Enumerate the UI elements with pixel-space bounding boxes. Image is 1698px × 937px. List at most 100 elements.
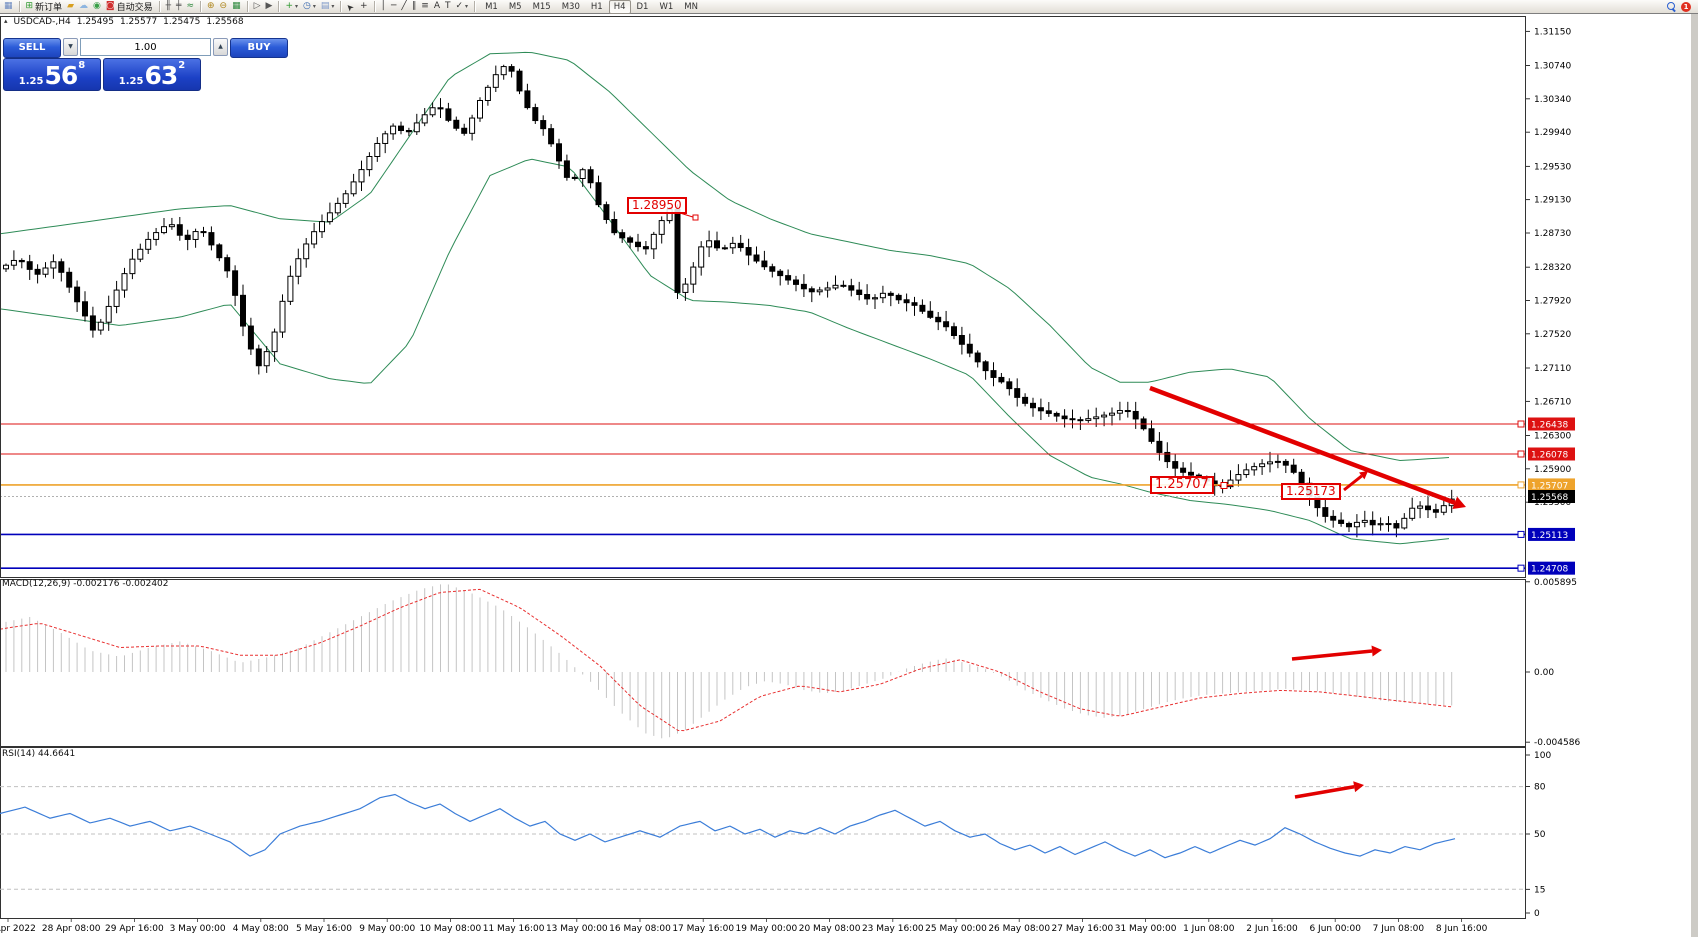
shapes-icon[interactable]: ✓ ▾ — [455, 1, 470, 13]
crosshair-icon: + — [359, 1, 368, 11]
timeframe-w1[interactable]: W1 — [659, 1, 674, 12]
zoom-out-icon[interactable]: ⊖ — [219, 1, 229, 13]
vertical-line-icon: │ — [380, 1, 386, 11]
svg-text:1 Jun 08:00: 1 Jun 08:00 — [1183, 924, 1235, 934]
cursor-icon[interactable]: ➤ — [344, 0, 358, 14]
line-chart-icon[interactable]: ≈ — [185, 1, 195, 13]
signal-icon[interactable]: ◉ — [92, 1, 102, 13]
text-icon[interactable]: A — [433, 1, 441, 13]
svg-text:20 May 08:00: 20 May 08:00 — [799, 924, 861, 934]
tile-windows-icon[interactable]: ▦ — [231, 1, 242, 13]
window-edge — [1691, 0, 1698, 937]
annotation-low-label[interactable]: 1.25173 — [1281, 483, 1341, 500]
chevron-down-icon: ▾ — [312, 3, 316, 10]
volume-input[interactable] — [80, 38, 211, 56]
sell-price-big: 56 — [44, 61, 78, 90]
horizontal-line-icon[interactable]: ─ — [390, 1, 397, 13]
svg-text:6 Jun 00:00: 6 Jun 00:00 — [1309, 924, 1361, 934]
svg-text:0.00: 0.00 — [1534, 668, 1554, 678]
add-indicator-icon[interactable]: + ▾ — [284, 1, 299, 13]
svg-text:2 Jun 16:00: 2 Jun 16:00 — [1246, 924, 1298, 934]
zoom-in-icon[interactable]: ⊕ — [206, 1, 216, 13]
crosshair-candles-icon[interactable]: ╪ — [175, 1, 182, 13]
buy-price-display[interactable]: 1.25 63 2 — [103, 58, 201, 91]
timeframe-h1[interactable]: H1 — [590, 1, 603, 12]
chart-window-icon[interactable]: ▦ — [3, 1, 14, 13]
cloud-icon: ☁ — [79, 1, 88, 11]
svg-text:100: 100 — [1534, 751, 1551, 761]
label-icon[interactable]: T — [444, 1, 452, 13]
svg-text:27 May 16:00: 27 May 16:00 — [1052, 924, 1114, 934]
annotation-high-label[interactable]: 1.28950 — [627, 197, 687, 214]
timeframe-m30[interactable]: M30 — [561, 1, 580, 12]
svg-text:13 May 00:00: 13 May 00:00 — [546, 924, 608, 934]
svg-text:28 Apr 08:00: 28 Apr 08:00 — [42, 924, 101, 934]
red-annotations[interactable] — [679, 212, 1466, 799]
svg-text:1.27110: 1.27110 — [1534, 364, 1571, 374]
sell-button[interactable]: SELL — [3, 38, 61, 58]
svg-text:4 May 08:00: 4 May 08:00 — [233, 924, 289, 934]
autotrade-button: ◙ — [105, 1, 115, 11]
crosshair-icon[interactable]: + — [359, 1, 369, 13]
deposit-icon: ▰ — [67, 1, 74, 11]
cursor-icon: ➤ — [344, 0, 358, 14]
chart-window-icon: ▦ — [4, 1, 13, 11]
deposit-icon[interactable]: ▰ — [66, 1, 75, 13]
auto-scroll-icon[interactable]: ▶ — [265, 1, 274, 13]
svg-text:1.27520: 1.27520 — [1534, 330, 1571, 340]
timeframe-mn[interactable]: MN — [684, 1, 698, 12]
svg-text:1.25900: 1.25900 — [1534, 465, 1571, 475]
svg-text:19 May 00:00: 19 May 00:00 — [736, 924, 798, 934]
sell-price-display[interactable]: 1.25 56 8 — [3, 58, 101, 91]
crosshair-bars-icon[interactable]: ╫ — [165, 1, 172, 13]
ohlc-close: 1.25568 — [206, 17, 244, 27]
svg-text:1.25113: 1.25113 — [1531, 531, 1568, 541]
collapse-icon[interactable]: ▴ — [4, 17, 8, 25]
timeframe-d1[interactable]: D1 — [636, 1, 649, 12]
svg-text:1.29130: 1.29130 — [1534, 196, 1571, 206]
channel-icon[interactable]: ∥ — [411, 1, 418, 13]
new-order-button: ⊞ — [25, 1, 34, 11]
price-axis[interactable]: 1.31150 1.30740 1.30340 1.29940 1.29530 1.291… — [1517, 27, 1575, 575]
time-axis[interactable]: 27 Apr 2022 28 Apr 08:00 29 Apr 16:00 3 May… — [0, 919, 1488, 934]
horizontal-line-icon: ─ — [390, 1, 397, 11]
svg-text:27 Apr 2022: 27 Apr 2022 — [0, 924, 36, 934]
svg-text:1.31150: 1.31150 — [1534, 27, 1571, 37]
line-chart-icon: ≈ — [186, 1, 194, 11]
svg-text:1.30340: 1.30340 — [1534, 95, 1571, 105]
toolbar-separator — [373, 1, 375, 12]
volume-increase-button[interactable]: ▲ — [213, 38, 228, 56]
autotrade-button-label: 自动交易 — [116, 3, 153, 13]
chevron-down-icon: ▾ — [295, 3, 299, 10]
timeframe-m1[interactable]: M1 — [485, 1, 498, 12]
cloud-icon[interactable]: ☁ — [78, 1, 89, 13]
template-icon[interactable]: ▤ ▾ — [320, 1, 336, 13]
macd-panel: 0.005895 0.00 -0.004586 — [1, 578, 1580, 748]
timeframe-m15[interactable]: M15 — [532, 1, 551, 12]
search-icon[interactable] — [1667, 2, 1676, 12]
signal-icon: ◉ — [93, 1, 101, 11]
vertical-line-icon[interactable]: │ — [380, 1, 387, 13]
trendline-icon: ╱ — [401, 1, 407, 11]
fibonacci-icon[interactable]: ≡ — [420, 1, 430, 13]
svg-text:1.25707: 1.25707 — [1531, 481, 1568, 491]
buy-button[interactable]: BUY — [230, 38, 288, 58]
trendline-icon[interactable]: ╱ — [400, 1, 407, 13]
toolbar-separator — [278, 1, 280, 12]
toolbar-separator — [246, 1, 248, 12]
period-icon[interactable]: ◷ ▾ — [302, 1, 317, 13]
annotation-mid-label[interactable]: 1.25707 — [1150, 476, 1214, 494]
notification-badge[interactable]: 1 — [1681, 1, 1691, 12]
timeframe-m5[interactable]: M5 — [508, 1, 522, 12]
period-icon: ◷ — [303, 1, 311, 11]
autotrade-button[interactable]: ◙ 自动交易 — [105, 1, 154, 13]
timeframe-h4[interactable]: H4 — [608, 0, 631, 14]
volume-decrease-button[interactable]: ▼ — [63, 38, 78, 56]
chevron-down-icon: ▾ — [465, 3, 469, 10]
label-icon: T — [445, 1, 451, 11]
text-icon: A — [433, 1, 440, 11]
new-order-button[interactable]: ⊞ 新订单 — [25, 1, 64, 13]
svg-text:15: 15 — [1534, 885, 1545, 895]
chart-shift-icon[interactable]: ▷ — [253, 1, 262, 13]
